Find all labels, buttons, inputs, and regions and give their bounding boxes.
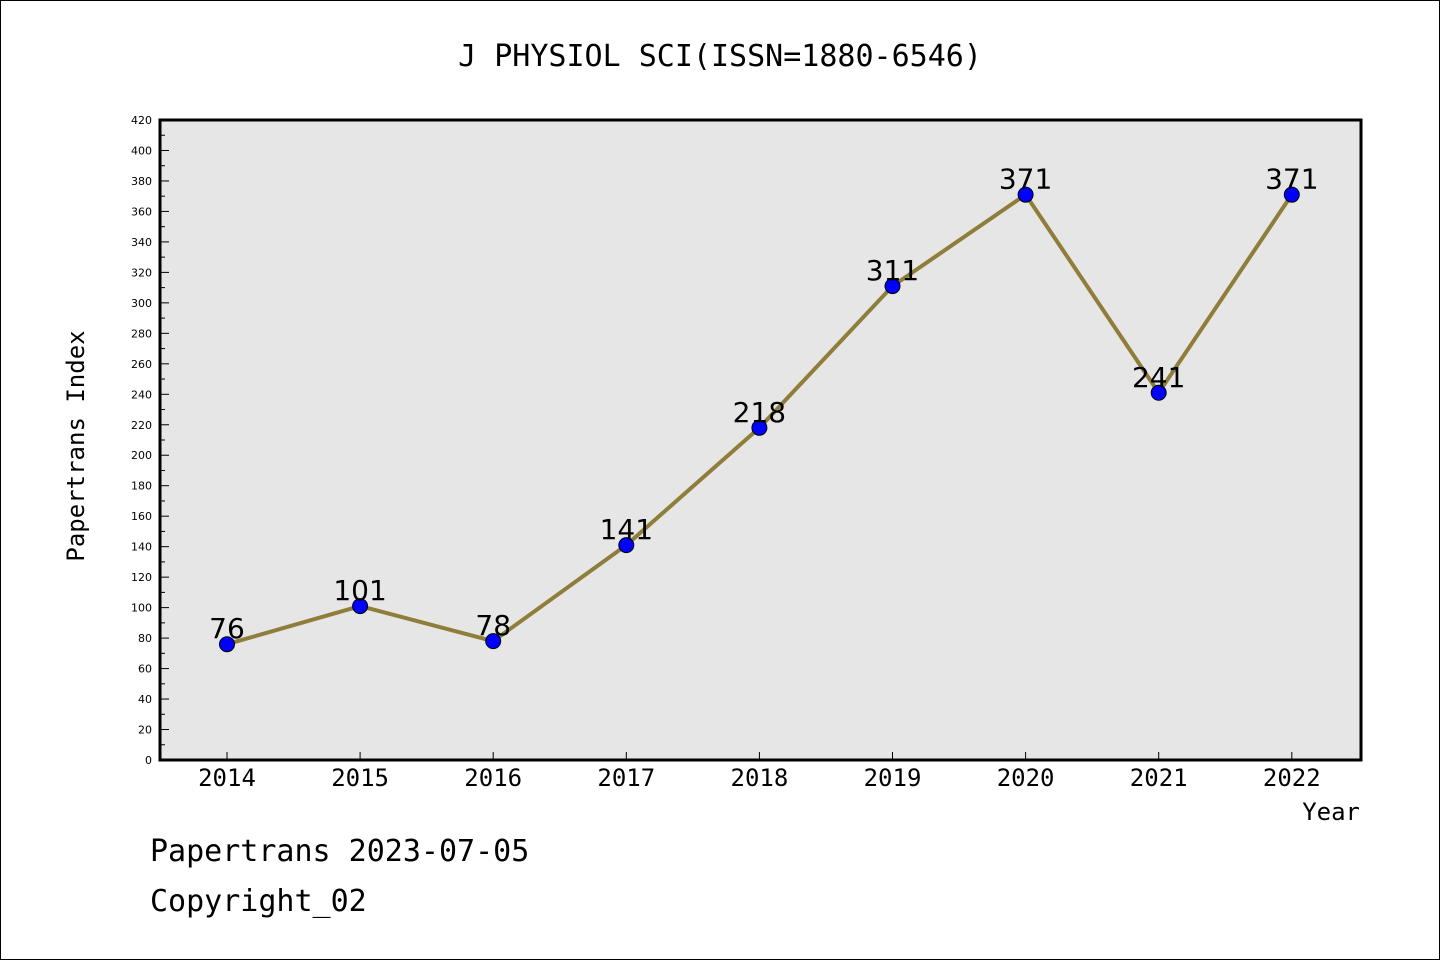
- y-tick-label: 340: [131, 236, 152, 249]
- y-tick-label: 300: [131, 297, 152, 310]
- y-axis-label: Papertrans Index: [62, 330, 90, 561]
- y-tick-label: 420: [131, 114, 152, 127]
- y-tick-label: 260: [131, 358, 152, 371]
- y-axis: 0 20 40 60 80 100 120 140 160 180 200 220 240 260 280 3…: [131, 114, 169, 767]
- y-tick-label: 60: [138, 663, 152, 676]
- data-label: 78: [475, 609, 511, 642]
- data-point: [352, 598, 369, 615]
- series-line-group: [219, 186, 1300, 653]
- y-tick-label: 0: [145, 754, 152, 767]
- data-label: 141: [600, 513, 653, 546]
- footer-copyright-line: Copyright_02: [150, 884, 367, 919]
- y-tick-label: 240: [131, 388, 152, 401]
- data-point: [1017, 186, 1034, 203]
- data-label: 218: [733, 396, 786, 429]
- data-point: [884, 278, 901, 295]
- x-tick-label: 2019: [864, 764, 922, 792]
- y-tick-label: 140: [131, 541, 152, 554]
- y-tick-label: 40: [138, 693, 152, 706]
- x-tick-label: 2022: [1263, 764, 1321, 792]
- x-tick-label: 2020: [997, 764, 1055, 792]
- x-axis-label: Year: [1302, 798, 1360, 826]
- y-tick-label: 20: [138, 724, 152, 737]
- y-tick-label: 100: [131, 602, 152, 615]
- y-tick-label: 180: [131, 480, 152, 493]
- x-tick-label: 2016: [464, 764, 522, 792]
- data-label: 311: [866, 254, 919, 287]
- x-axis: 2014 2015 2016 2017 2018 2019 2020 2021 2022: [198, 752, 1321, 792]
- plot-area: [160, 120, 1361, 760]
- data-point: [1150, 384, 1167, 401]
- y-tick-label: 220: [131, 419, 152, 432]
- data-point: [219, 636, 235, 653]
- data-point: [618, 537, 635, 554]
- x-tick-label: 2015: [331, 764, 389, 792]
- y-tick-label: 400: [131, 144, 152, 157]
- plot-border: [158, 118, 1363, 762]
- data-point: [751, 419, 768, 436]
- y-tick-label: 160: [131, 510, 152, 523]
- y-tick-label: 320: [131, 266, 152, 279]
- data-point: [485, 633, 502, 650]
- x-tick-label: 2014: [198, 764, 256, 792]
- chart-title: J PHYSIOL SCI(ISSN=1880-6546): [458, 39, 982, 74]
- data-label: 241: [1132, 361, 1185, 394]
- y-tick-label: 80: [138, 632, 152, 645]
- y-tick-label: 360: [131, 205, 152, 218]
- x-tick-label: 2018: [731, 764, 789, 792]
- data-label: 76: [209, 612, 245, 645]
- y-tick-label: 200: [131, 449, 152, 462]
- x-tick-label: 2021: [1130, 764, 1188, 792]
- y-tick-label: 280: [131, 327, 152, 340]
- data-point: [1283, 186, 1300, 203]
- x-tick-label: 2017: [597, 764, 655, 792]
- y-tick-label: 380: [131, 175, 152, 188]
- y-tick-label: 120: [131, 571, 152, 584]
- data-label: 371: [1265, 163, 1318, 196]
- data-label: 371: [999, 163, 1052, 196]
- footer-date-line: Papertrans 2023-07-05: [150, 834, 530, 869]
- data-label-group: 76 101 78 141 218 311 371 241 371: [209, 163, 1318, 646]
- data-label: 101: [333, 574, 386, 607]
